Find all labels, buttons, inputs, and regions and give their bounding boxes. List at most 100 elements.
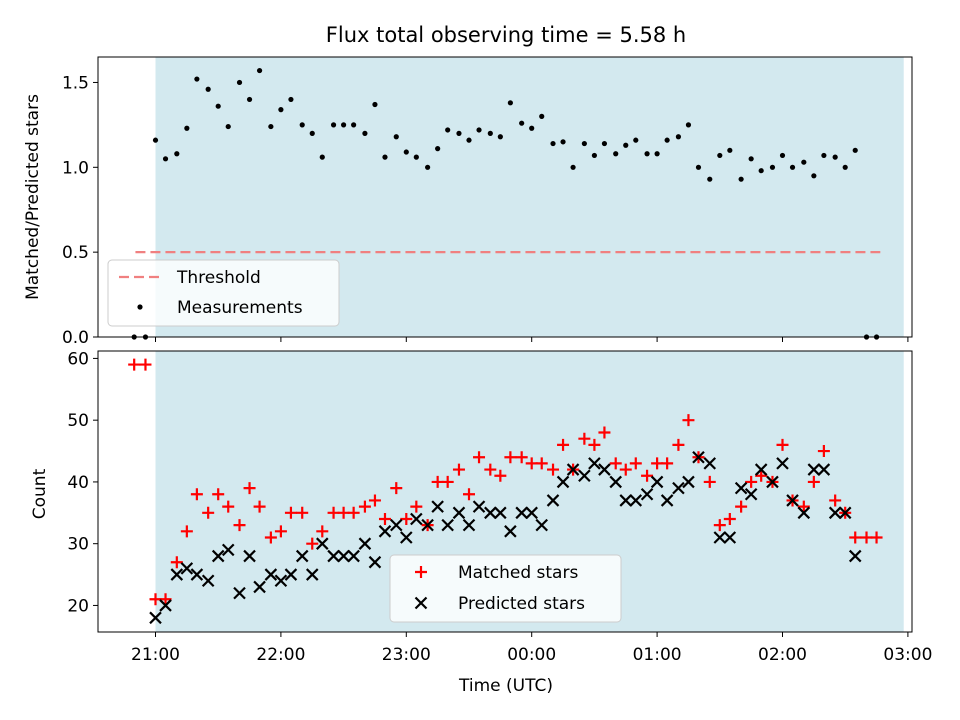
legend-threshold-label: Threshold xyxy=(176,268,261,288)
legend-measurements-swatch xyxy=(137,304,143,310)
matched-star-point xyxy=(149,593,162,606)
predicted-star-point xyxy=(233,586,246,600)
measurement-point xyxy=(393,134,399,140)
predicted-star-point xyxy=(327,549,340,563)
x-axis-label: Time (UTC) xyxy=(458,676,553,696)
predicted-star-point xyxy=(211,549,225,563)
matched-star-point xyxy=(817,445,830,458)
matched-star-point xyxy=(473,451,486,464)
matched-star-point xyxy=(494,469,507,482)
bottom-y-tick-label: 20 xyxy=(67,596,89,616)
bottom-y-tick-label: 40 xyxy=(67,473,89,493)
matched-star-point xyxy=(557,438,570,451)
matched-stars-points xyxy=(128,358,883,606)
measurement-point xyxy=(789,164,796,170)
matched-star-point xyxy=(672,438,685,451)
legend-predicted-swatch xyxy=(414,596,428,610)
predicted-star-point xyxy=(400,531,413,544)
x-tick-label: 03:00 xyxy=(883,645,932,665)
measurement-point xyxy=(466,137,472,143)
predicted-star-point xyxy=(566,463,580,476)
measurement-point xyxy=(288,96,294,103)
predicted-star-point xyxy=(305,568,319,581)
legend-plus-marker xyxy=(415,566,427,578)
measurement-point xyxy=(695,164,702,170)
matched-star-point xyxy=(860,531,873,544)
matched-star-point xyxy=(745,475,758,488)
measurement-point xyxy=(319,154,325,160)
matched-star-point xyxy=(776,438,789,451)
measurement-point xyxy=(362,130,368,136)
matched-star-point xyxy=(641,469,654,482)
matched-star-point xyxy=(515,451,528,464)
bottom-axes-frame xyxy=(97,350,913,633)
predicted-star-point xyxy=(494,506,507,520)
top-legend-box xyxy=(107,259,340,327)
matched-star-point xyxy=(233,519,246,532)
measurement-point xyxy=(769,164,776,170)
top-panel: 0.0 0.5 1.0 1.5 Matched/Predicted stars Thr… xyxy=(23,56,913,348)
matched-star-point xyxy=(849,531,862,544)
matched-star-point xyxy=(264,531,277,544)
measurement-point xyxy=(413,154,419,160)
matched-star-point xyxy=(222,500,235,513)
measurement-point xyxy=(341,122,347,128)
measurement-point xyxy=(539,113,545,119)
predicted-star-point xyxy=(619,494,633,507)
predicted-star-point xyxy=(578,469,591,483)
predicted-stars-points xyxy=(149,450,862,625)
matched-star-point xyxy=(629,457,642,470)
measurement-points xyxy=(131,67,880,340)
matched-star-point xyxy=(735,500,748,513)
predicted-star-point xyxy=(358,537,372,550)
predicted-star-point xyxy=(484,506,497,520)
measurement-point xyxy=(330,122,337,128)
bottom-y-axis-label: Count xyxy=(30,468,50,519)
measurement-point xyxy=(811,173,817,179)
predicted-star-point xyxy=(682,475,695,489)
top-legend: Threshold Measurements xyxy=(107,259,340,327)
measurement-point xyxy=(623,142,629,148)
matched-star-point xyxy=(128,358,141,371)
bottom-legend: Matched stars Predicted stars xyxy=(389,554,622,623)
top-axes-frame xyxy=(97,56,913,338)
measurement-point xyxy=(382,154,388,160)
predicted-star-point xyxy=(703,457,717,470)
predicted-star-point xyxy=(776,457,789,470)
predicted-star-point xyxy=(170,568,184,581)
matched-star-point xyxy=(337,506,350,519)
predicted-star-point xyxy=(535,518,549,532)
matched-star-point xyxy=(525,457,538,470)
predicted-star-point xyxy=(441,518,454,532)
predicted-star-point xyxy=(472,500,486,513)
measurement-point xyxy=(613,151,619,157)
matched-star-point xyxy=(180,525,193,538)
predicted-star-point xyxy=(431,500,444,513)
predicted-star-point xyxy=(672,481,685,495)
matched-star-point xyxy=(441,475,454,488)
predicted-star-point xyxy=(368,555,382,569)
measurement-point xyxy=(581,140,587,147)
measurement-point xyxy=(456,130,462,136)
predicted-star-point xyxy=(797,506,811,520)
measurement-point xyxy=(519,120,525,126)
measurement-point xyxy=(601,140,608,147)
top-y-axis-label: Matched/Predicted stars xyxy=(23,94,43,300)
predicted-star-point xyxy=(264,568,278,581)
matched-star-point xyxy=(713,519,726,532)
matched-star-point xyxy=(284,506,297,519)
x-tick-label: 02:00 xyxy=(758,645,807,665)
measurement-point xyxy=(435,146,441,152)
bottom-y-tick-label: 30 xyxy=(67,535,89,555)
predicted-star-point xyxy=(504,525,517,538)
predicted-star-point xyxy=(588,457,601,470)
predicted-star-point xyxy=(180,562,194,575)
matched-star-point xyxy=(755,469,768,482)
matched-star-point xyxy=(797,500,810,513)
measurement-point xyxy=(205,86,211,92)
bottom-legend-box xyxy=(389,554,622,623)
matched-star-point xyxy=(578,432,591,445)
matched-star-point xyxy=(159,593,172,606)
measurement-point xyxy=(717,152,723,159)
measurement-point xyxy=(225,123,231,130)
